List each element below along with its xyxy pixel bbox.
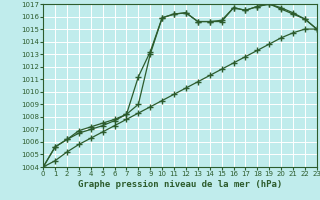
X-axis label: Graphe pression niveau de la mer (hPa): Graphe pression niveau de la mer (hPa) xyxy=(78,180,282,189)
